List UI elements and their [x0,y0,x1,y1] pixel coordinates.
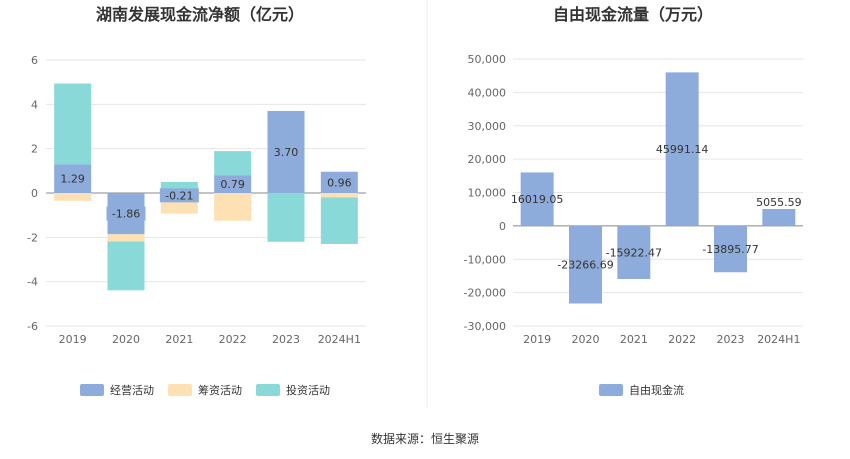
data-label: 16019.05 [511,193,564,206]
source-note: 数据来源：恒生聚源 [371,431,479,446]
data-label: 5055.59 [756,196,802,209]
x-tick-label: 2021 [165,333,193,346]
data-label-bg [216,177,249,192]
data-label-bg [323,175,356,190]
y-tick-label: -6 [27,320,38,333]
chart1-title: 湖南发展现金流净额（亿元） [96,5,304,24]
legend-swatch-investing [256,384,280,396]
y-tick-label: -30,000 [464,320,506,333]
chart1-cashflow: 6 4 2 0 -2 -4 -6 2019 1.29 2020 -1.86 2021 -0.21 2022… [27,54,366,397]
bar-free-cashflow [665,72,699,226]
bar-free-cashflow [520,172,554,226]
data-label: 3.70 [274,146,299,159]
data-label: 0.79 [220,178,245,191]
data-label: 1.29 [60,173,85,186]
data-label-bg [56,171,89,186]
data-label: 0.96 [327,176,352,189]
data-label-bg [106,206,146,221]
legend-swatch-operating [80,384,104,396]
legend-swatch-financing [168,384,192,396]
x-tick-label: 2023 [717,333,745,346]
y-tick-label: 0 [31,187,38,200]
data-label-bg [269,144,303,159]
bar-investing [160,181,198,193]
y-tick-label: 6 [31,54,38,67]
x-tick-label: 2022 [668,333,696,346]
chart2-free-cashflow: 50,000 40,000 30,000 20,000 10,000 0 -10,000 -2… [464,53,803,397]
legend-label: 投资活动 [286,383,330,397]
x-tick-label: 2021 [620,333,648,346]
bar-investing [267,193,305,242]
y-tick-label: 2 [31,143,38,156]
x-tick-label: 2019 [523,333,551,346]
y-tick-label: 50,000 [468,53,507,66]
legend-label: 经营活动 [110,383,154,397]
y-tick-label: 20,000 [468,153,507,166]
data-label: -0.21 [165,189,193,202]
bar-investing [54,83,92,165]
y-tick-label: 10,000 [468,187,507,200]
bar-financing [320,193,358,198]
bar-free-cashflow [569,225,602,304]
data-label-bg [159,188,199,203]
data-label: 45991.14 [656,143,709,156]
bar-free-cashflow [714,225,747,273]
legend-label: 自由现金流 [629,383,684,397]
y-tick-label: -20,000 [464,287,506,300]
bar-financing [107,234,145,242]
data-label: -1.86 [112,208,140,221]
bar-free-cashflow [617,225,651,280]
chart2-title: 自由现金流量（万元） [553,5,713,24]
bar-financing [214,193,252,221]
y-tick-label: -2 [27,231,38,244]
legend-swatch-free-cashflow [599,384,623,396]
bar-investing [320,197,358,244]
y-tick-label: 40,000 [468,86,507,99]
y-tick-label: 30,000 [468,120,507,133]
legend-label: 筹资活动 [198,383,242,397]
x-tick-label: 2023 [272,333,300,346]
x-tick-label: 2020 [112,333,140,346]
x-tick-label: 2024H1 [318,333,361,346]
bar-financing [54,193,92,201]
x-tick-label: 2024H1 [757,333,800,346]
bar-investing [107,241,145,291]
bar-investing [214,151,252,176]
y-tick-label: 0 [499,220,506,233]
bar-free-cashflow [762,209,796,226]
data-label: -23266.69 [557,259,613,272]
x-tick-label: 2019 [59,333,87,346]
x-tick-label: 2022 [219,333,247,346]
x-tick-label: 2020 [572,333,600,346]
data-label: -13895.77 [702,243,758,256]
y-tick-label: -4 [27,276,38,289]
data-label: -15922.47 [606,246,662,259]
y-tick-label: -10,000 [464,253,506,266]
y-tick-label: 4 [31,98,38,111]
